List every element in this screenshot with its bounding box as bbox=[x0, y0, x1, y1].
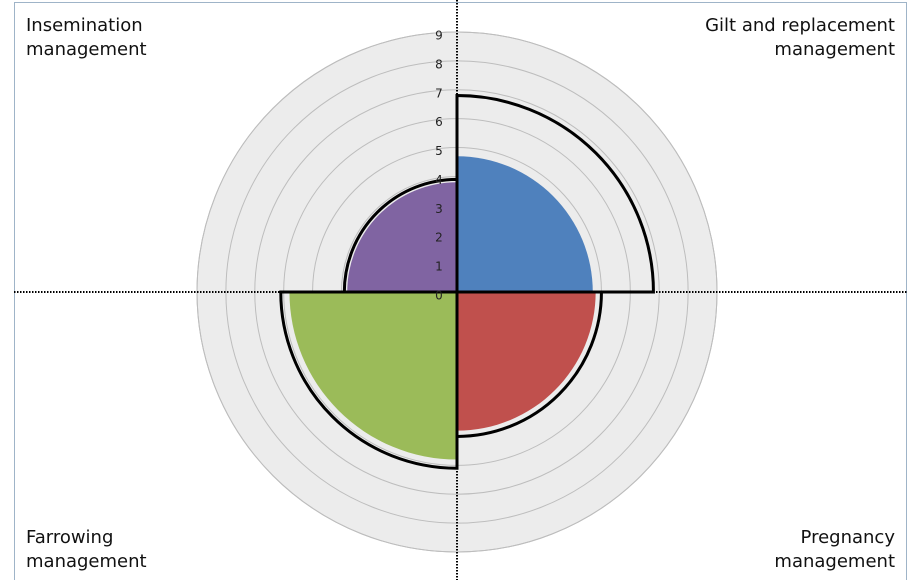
category-label: Gilt and replacement management bbox=[705, 15, 895, 60]
r-tick-label: 4 bbox=[435, 173, 443, 187]
r-tick-label: 2 bbox=[435, 231, 443, 245]
sector bbox=[457, 156, 593, 292]
sector-outline bbox=[342, 177, 459, 294]
sector-outline bbox=[455, 94, 655, 294]
r-tick-label: 1 bbox=[435, 260, 443, 274]
r-tick-label: 7 bbox=[435, 86, 443, 100]
r-tick-label: 0 bbox=[435, 289, 443, 303]
r-tick-label: 5 bbox=[435, 144, 443, 158]
category-label: Farrowing management bbox=[26, 527, 147, 572]
sector-outline bbox=[455, 290, 603, 438]
sector bbox=[289, 292, 457, 460]
r-tick-label: 8 bbox=[435, 57, 443, 71]
category-label: Insemination management bbox=[26, 15, 147, 60]
r-tick-label: 9 bbox=[435, 29, 443, 43]
r-tick-label: 3 bbox=[435, 202, 443, 216]
sector bbox=[457, 292, 596, 431]
r-tick-label: 6 bbox=[435, 115, 443, 129]
sector-outline bbox=[279, 290, 459, 470]
sector bbox=[347, 182, 457, 292]
category-label: Pregnancy management bbox=[774, 527, 895, 572]
